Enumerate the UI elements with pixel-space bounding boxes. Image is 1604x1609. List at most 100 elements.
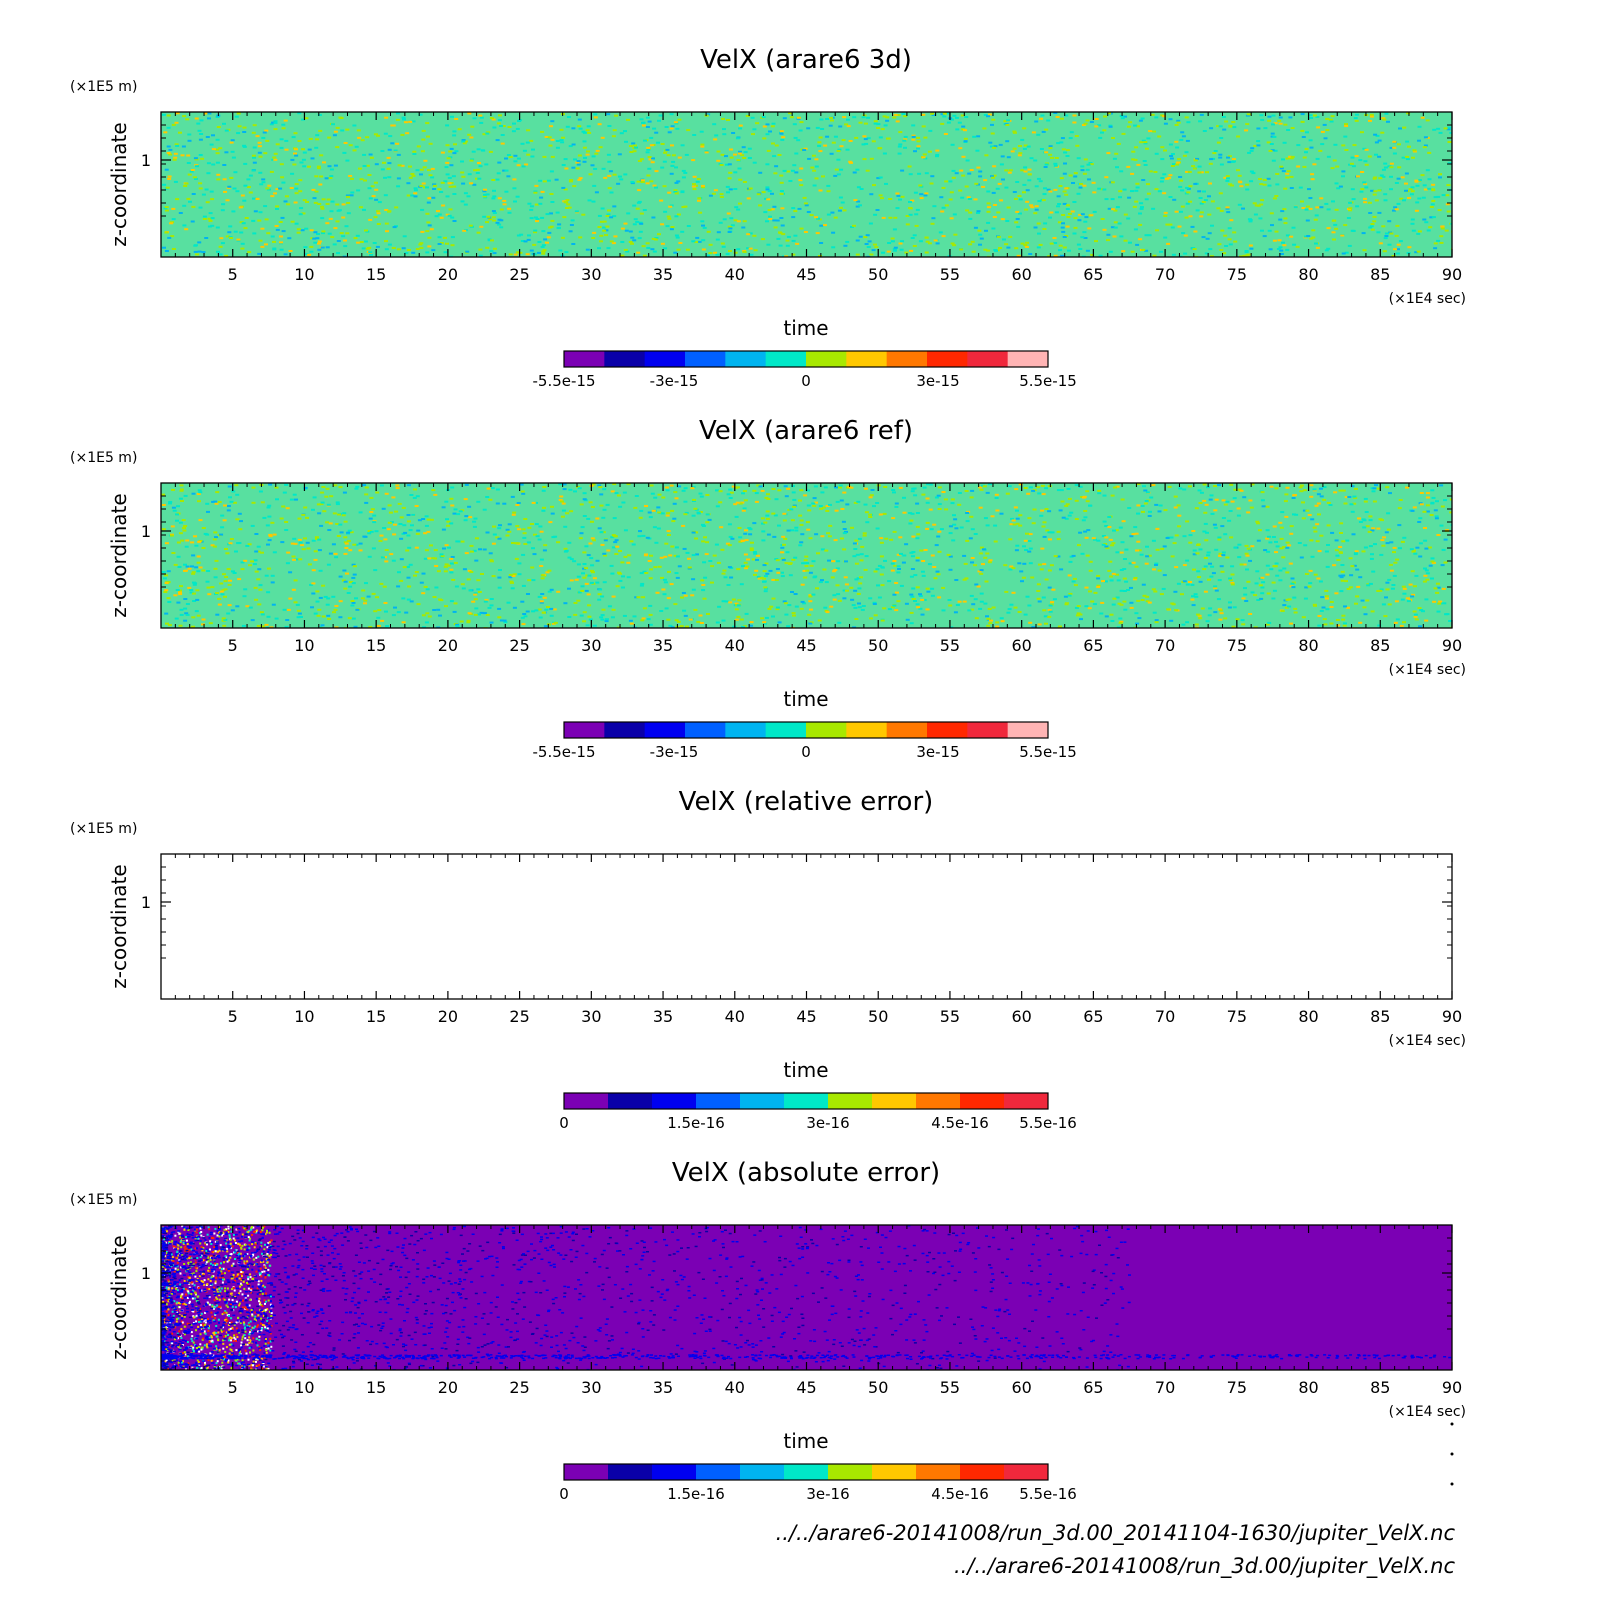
field-cell	[626, 119, 630, 121]
field-cell	[1255, 570, 1259, 572]
field-cell	[884, 124, 888, 126]
field-cell	[925, 237, 929, 239]
field-cell	[992, 165, 996, 167]
field-cell	[1405, 487, 1409, 489]
field-cell	[508, 212, 512, 214]
field-cell	[327, 199, 331, 201]
field-cell	[1077, 219, 1081, 221]
field-cell	[932, 205, 936, 207]
field-cell	[792, 240, 796, 242]
field-cell	[804, 231, 808, 233]
field-cell	[378, 201, 382, 203]
field-cell	[786, 488, 790, 490]
field-cell	[469, 137, 473, 139]
field-cell	[855, 169, 859, 171]
field-cell	[1014, 221, 1018, 223]
field-cell	[843, 532, 847, 534]
field-cell	[991, 177, 995, 179]
field-cell	[868, 597, 872, 599]
field-cell	[602, 609, 606, 611]
field-cell	[1217, 142, 1221, 144]
field-cell	[603, 177, 607, 179]
field-cell	[521, 617, 525, 619]
field-cell	[866, 234, 870, 236]
field-cell	[1123, 189, 1127, 191]
field-cell	[1419, 609, 1423, 611]
field-cell	[654, 187, 658, 189]
field-cell	[564, 201, 568, 203]
field-cell	[384, 117, 388, 119]
field-cell	[1022, 191, 1026, 193]
field-cell	[1436, 240, 1440, 242]
field-cell	[265, 187, 269, 189]
field-cell	[674, 189, 678, 191]
field-cell	[892, 594, 896, 596]
field-cell	[676, 237, 680, 239]
field-cell	[750, 621, 754, 623]
field-cell	[1174, 141, 1178, 143]
field-cell	[1111, 542, 1115, 544]
field-cell	[1435, 515, 1439, 517]
field-cell	[710, 565, 714, 567]
field-cell	[1194, 593, 1198, 595]
field-cell	[317, 503, 321, 505]
field-cell	[179, 522, 183, 524]
field-cell	[1146, 137, 1150, 139]
field-cell	[1314, 574, 1318, 576]
field-cell	[265, 575, 269, 577]
field-cell	[416, 530, 420, 532]
field-cell	[644, 505, 648, 507]
field-cell	[391, 496, 395, 498]
field-cell	[301, 229, 305, 231]
field-cell	[864, 488, 868, 490]
field-cell	[668, 131, 672, 133]
field-cell	[340, 130, 344, 132]
field-cell	[639, 510, 643, 512]
field-cell	[1142, 584, 1146, 586]
field-cell	[1326, 544, 1330, 546]
field-cell	[611, 490, 615, 492]
field-cell	[247, 186, 251, 188]
field-cell	[793, 123, 797, 125]
field-cell	[1143, 141, 1147, 143]
field-cell	[861, 609, 865, 611]
field-cell	[474, 598, 478, 600]
field-cell	[1426, 504, 1430, 506]
field-cell	[283, 492, 287, 494]
field-cell	[734, 206, 738, 208]
field-cell	[479, 122, 483, 124]
field-cell	[522, 528, 526, 530]
field-cell	[882, 217, 886, 219]
field-cell	[687, 558, 691, 560]
field-cell	[492, 575, 496, 577]
field-cell	[191, 616, 195, 618]
field-cell	[653, 251, 657, 253]
field-cell	[1369, 519, 1373, 521]
field-cell	[519, 234, 523, 236]
field-cell	[935, 497, 939, 499]
field-cell	[874, 614, 878, 616]
field-cell	[852, 116, 856, 118]
field-cell	[842, 116, 846, 118]
field-cell	[564, 251, 568, 253]
field-cell	[800, 533, 804, 535]
field-cell	[186, 614, 190, 616]
field-cell	[902, 562, 906, 564]
field-cell	[641, 535, 645, 537]
field-cell	[597, 247, 601, 249]
field-cell	[1068, 213, 1072, 215]
field-cell	[213, 538, 217, 540]
field-cell	[1385, 486, 1389, 488]
field-cell	[687, 225, 691, 227]
field-cell	[377, 212, 381, 214]
field-cell	[1229, 219, 1233, 221]
field-cell	[639, 223, 643, 225]
field-cell	[1332, 564, 1336, 566]
field-cell	[1263, 235, 1267, 237]
field-cell	[463, 142, 467, 144]
field-cell	[763, 564, 767, 566]
field-cell	[1327, 227, 1331, 229]
field-cell	[787, 236, 791, 238]
field-cell	[800, 121, 804, 123]
field-cell	[1315, 523, 1319, 525]
